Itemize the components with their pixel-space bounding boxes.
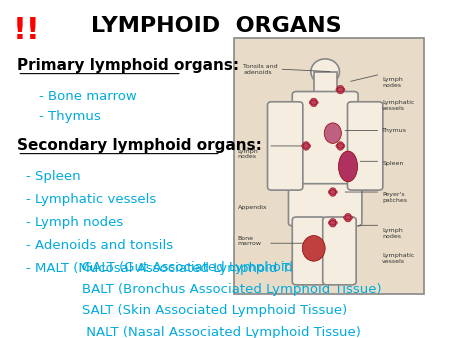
Text: Lymph
nodes: Lymph nodes [382,228,403,239]
FancyBboxPatch shape [267,102,303,190]
Circle shape [309,100,315,105]
Circle shape [330,190,336,194]
Text: Lymph
nodes: Lymph nodes [382,77,403,88]
Text: Bone
marrow: Bone marrow [238,236,261,246]
Text: Spleen: Spleen [382,161,404,166]
Circle shape [310,100,317,105]
Circle shape [330,218,336,223]
Text: SALT (Skin Associated Lymphoid Tissue): SALT (Skin Associated Lymphoid Tissue) [82,305,347,317]
Text: LYMPHOID  ORGANS: LYMPHOID ORGANS [91,16,342,36]
Circle shape [338,144,343,148]
Circle shape [328,220,334,225]
Circle shape [338,142,343,146]
Circle shape [345,213,351,218]
Circle shape [330,192,336,196]
Text: - Spleen: - Spleen [26,170,81,183]
FancyBboxPatch shape [292,92,358,195]
Circle shape [331,220,338,225]
Text: Peyer's
patches: Peyer's patches [382,192,407,203]
Circle shape [303,144,309,148]
Ellipse shape [302,236,325,261]
Text: - Bone marrow: - Bone marrow [39,90,137,103]
Circle shape [310,102,317,107]
Text: - MALT (Mucosal Associated Lymphoid Tissue): - MALT (Mucosal Associated Lymphoid Tiss… [26,262,328,275]
Circle shape [336,144,342,148]
Circle shape [305,144,310,148]
Text: Lymphatic
vessels: Lymphatic vessels [382,254,415,264]
Text: Appendix: Appendix [238,205,267,210]
Ellipse shape [338,151,358,182]
Circle shape [330,222,336,227]
Circle shape [302,144,308,148]
Text: Thymus: Thymus [382,128,407,133]
Circle shape [343,215,350,220]
Circle shape [338,90,343,94]
Circle shape [339,144,345,148]
Circle shape [303,142,309,146]
Text: - Lymphatic vessels: - Lymphatic vessels [26,193,156,206]
Circle shape [338,85,343,90]
FancyBboxPatch shape [292,217,326,285]
Text: Tonsils and
adenoids: Tonsils and adenoids [243,64,278,75]
Circle shape [336,88,342,92]
Text: !!: !! [13,16,41,45]
Circle shape [346,215,353,220]
Circle shape [338,146,343,150]
Text: - Lymph nodes: - Lymph nodes [26,216,123,229]
Text: Primary lymphoid organs:: Primary lymphoid organs: [17,57,239,73]
Text: Secondary lymphoid organs:: Secondary lymphoid organs: [17,138,262,153]
Text: - Adenoids and tonsils: - Adenoids and tonsils [26,239,173,252]
Ellipse shape [324,123,342,143]
Circle shape [331,190,338,194]
Text: NALT (Nasal Associated Lymphoid Tissue): NALT (Nasal Associated Lymphoid Tissue) [82,326,361,338]
Text: BALT (Bronchus Associated Lymphoid Tissue): BALT (Bronchus Associated Lymphoid Tissu… [82,283,382,296]
FancyBboxPatch shape [288,184,362,226]
Circle shape [328,190,334,194]
Circle shape [312,100,318,105]
FancyBboxPatch shape [314,72,337,97]
Circle shape [330,188,336,192]
Text: GALT (Gut Associated Lymphoid Tissue): GALT (Gut Associated Lymphoid Tissue) [82,261,345,274]
Circle shape [310,98,317,103]
Ellipse shape [311,59,339,84]
FancyBboxPatch shape [347,102,383,190]
Circle shape [339,88,345,92]
Circle shape [345,215,351,220]
Text: Lymphatic
vessels: Lymphatic vessels [382,100,415,111]
Text: Lymph
nodes: Lymph nodes [238,148,258,159]
Circle shape [345,217,351,222]
Circle shape [330,220,336,225]
FancyBboxPatch shape [234,39,424,294]
Circle shape [338,88,343,92]
Circle shape [303,146,309,150]
FancyBboxPatch shape [323,217,356,285]
Text: - Thymus: - Thymus [39,111,101,123]
